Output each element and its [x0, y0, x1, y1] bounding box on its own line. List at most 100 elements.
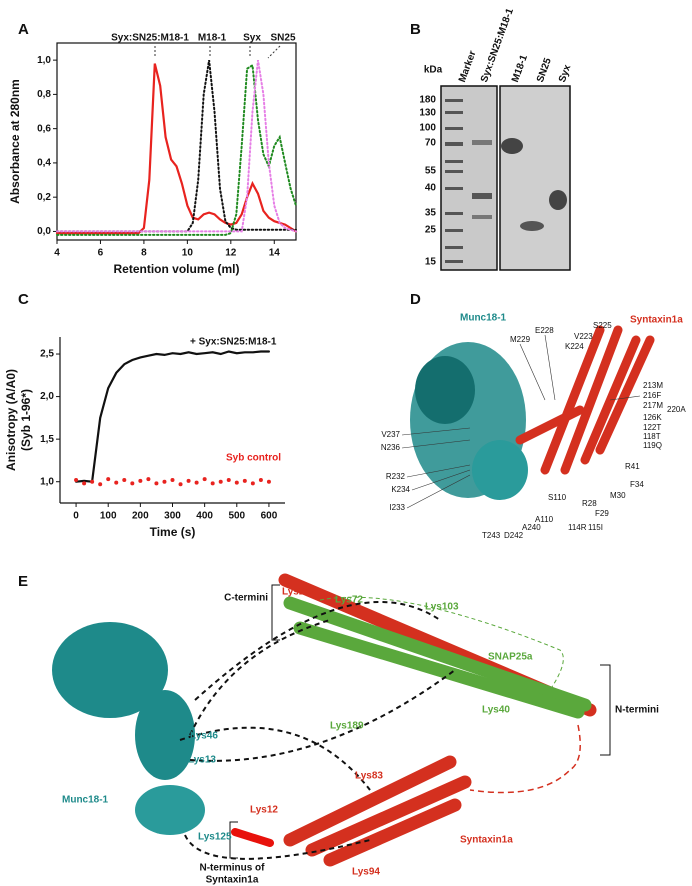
protein-label: SNAP25a	[488, 652, 533, 663]
y-tick-label: 2,0	[40, 391, 54, 402]
data-point	[122, 478, 127, 483]
residue: 122T	[643, 423, 661, 432]
peak-label: Syx	[243, 33, 261, 44]
gel-right	[499, 85, 571, 271]
y-tick-label: 1,5	[40, 434, 54, 445]
residue: K234	[391, 485, 410, 494]
data-point	[74, 478, 79, 483]
lysine: Lys46	[190, 731, 218, 742]
terminus-label: N-terminus of	[200, 863, 266, 874]
x-axis-label: Retention volume (ml)	[113, 262, 239, 276]
protein-label: Syntaxin1a	[460, 835, 513, 846]
x-tick-label: 0	[73, 511, 79, 522]
data-point	[154, 481, 159, 486]
kda-label: 40	[425, 183, 437, 194]
residue: D242	[504, 531, 524, 540]
lysine: Lys189	[330, 721, 364, 732]
residue: 216F	[643, 391, 661, 400]
data-point	[194, 480, 199, 485]
kda-label: 130	[419, 108, 436, 119]
x-axis-label: Time (s)	[150, 525, 196, 539]
x-tick-label: 500	[228, 511, 245, 522]
kda-label: 180	[419, 95, 436, 106]
lane-label: Syx:SN25:M18-1	[479, 7, 516, 84]
terminus-label: N-termini	[615, 705, 659, 716]
kda-label: 35	[425, 208, 437, 219]
x-tick-label: 600	[261, 511, 278, 522]
peak-label: SN25	[270, 33, 295, 44]
lane-label: M18-1	[510, 53, 530, 84]
residue: V223	[574, 332, 593, 341]
x-tick-label: 8	[141, 248, 147, 259]
terminus-label: C-termini	[224, 593, 268, 604]
y-tick-label: 2,5	[40, 349, 54, 360]
data-point	[170, 478, 175, 483]
x-tick-label: 10	[182, 248, 194, 259]
y-tick-label: 1,0	[37, 55, 51, 66]
lysine: Lys94	[352, 867, 380, 878]
series-line	[75, 350, 270, 483]
data-point	[250, 481, 255, 486]
residue: F29	[595, 509, 609, 518]
residue: T243	[482, 531, 501, 540]
gel-left	[440, 85, 498, 271]
panel-label: E	[18, 573, 28, 590]
panel-label: D	[410, 291, 421, 308]
data-point	[202, 477, 207, 482]
gel-bands	[445, 99, 567, 263]
panel-label: B	[410, 21, 421, 38]
residue: K224	[565, 342, 584, 351]
residue: 118T	[643, 432, 661, 441]
y-tick-label: 0,8	[37, 89, 51, 100]
panel-label: C	[18, 291, 29, 308]
protein-label: Munc18-1	[62, 795, 109, 806]
residue: 119Q	[643, 441, 662, 450]
terminus-label: Syntaxin1a	[206, 875, 259, 886]
data-point	[218, 479, 223, 484]
y-axis-label: (Syb 1-96*)	[19, 389, 33, 451]
lysine-labels: C-termini N-termini N-terminus of Syntax…	[62, 587, 659, 886]
data-point	[146, 477, 151, 482]
y-axis-label: Anisotropy (A/A0)	[4, 369, 18, 471]
residue-labels: E228 V223 S225 M229 K224 213M 216F 217M …	[381, 321, 686, 540]
residue-leaders	[401, 334, 641, 509]
y-tick-label: 1,0	[40, 476, 54, 487]
residue: E228	[535, 326, 554, 335]
data-point	[114, 480, 119, 485]
lysine: Lys83	[355, 771, 383, 782]
data-point	[106, 477, 111, 482]
protein-label: Munc18-1	[460, 313, 507, 324]
lysine: Lys103	[425, 602, 459, 613]
y-tick-label: 0,0	[37, 226, 51, 237]
data-point	[162, 479, 167, 484]
gel-unit: kDa	[424, 65, 443, 76]
kda-label: 15	[425, 257, 437, 268]
lysine: Lys40	[482, 705, 510, 716]
kda-label: 100	[419, 123, 436, 134]
residue: A110	[535, 515, 554, 524]
lane-label: Syx	[557, 63, 574, 84]
peak-label: Syx:SN25:M18-1	[111, 33, 189, 44]
series-line	[55, 63, 298, 235]
data-point	[138, 478, 143, 483]
data-point	[266, 479, 271, 484]
peak-arrows	[154, 45, 281, 59]
residue: R28	[582, 499, 597, 508]
series-line	[56, 59, 297, 233]
data-point	[90, 479, 95, 484]
lane-label: Marker	[457, 49, 479, 84]
protein-label: Syntaxin1a	[630, 315, 683, 326]
residue: N236	[381, 443, 401, 452]
residue: 115I	[588, 523, 603, 532]
residue: I233	[389, 503, 405, 512]
lysine: Lys12	[250, 805, 278, 816]
peak-label: M18-1	[198, 33, 227, 44]
data-point	[186, 478, 191, 483]
series-line	[56, 59, 297, 233]
residue: F34	[630, 480, 644, 489]
residue: 114R	[568, 523, 587, 532]
y-tick-label: 0,4	[37, 158, 51, 169]
lysine: Lys252	[282, 587, 316, 598]
structure-e	[52, 573, 611, 867]
